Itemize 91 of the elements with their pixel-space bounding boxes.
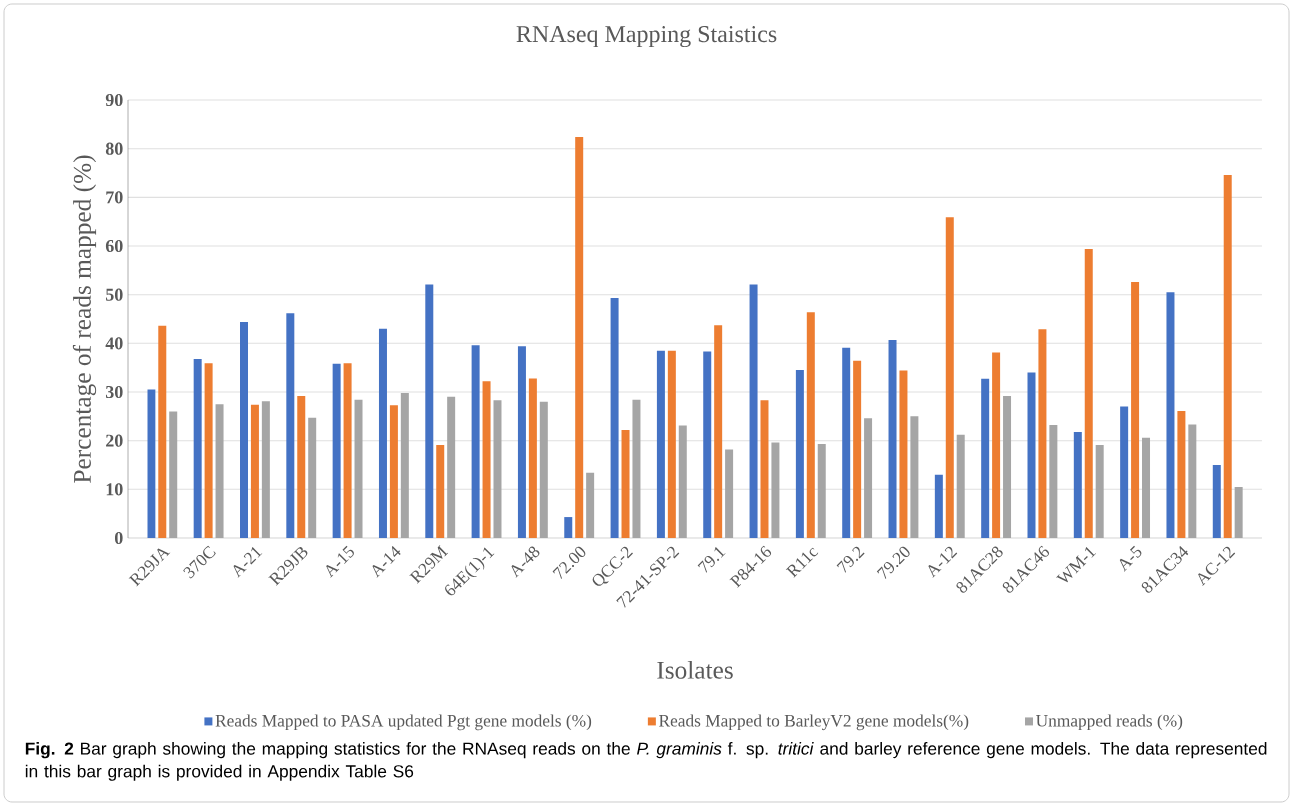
bar xyxy=(575,136,584,538)
y-axis-title: Percentage of reads mapped (%) xyxy=(72,155,97,483)
bar xyxy=(667,350,676,538)
bar xyxy=(864,418,873,538)
legend-label: Reads Mapped to PASA updated Pgt gene models (%) xyxy=(215,714,592,731)
bar xyxy=(806,312,815,538)
bar xyxy=(1142,437,1151,538)
bar xyxy=(632,399,641,538)
y-tick-label: 0 xyxy=(114,531,123,545)
bar xyxy=(389,405,398,538)
bar xyxy=(1027,372,1036,538)
bar xyxy=(354,399,363,538)
bar xyxy=(517,346,526,538)
bar xyxy=(1131,282,1140,538)
bar xyxy=(539,401,548,538)
legend-label: Unmapped reads (%) xyxy=(1036,714,1183,731)
y-tick-label: 20 xyxy=(106,434,123,447)
bar xyxy=(1073,431,1082,538)
bar xyxy=(725,449,734,538)
y-tick-label: 60 xyxy=(105,239,123,253)
bar xyxy=(656,350,665,538)
y-tick-label: 90 xyxy=(105,93,123,107)
bar xyxy=(1003,395,1012,538)
y-tick-label: 10 xyxy=(106,483,123,496)
bar xyxy=(1049,425,1058,538)
bar xyxy=(992,352,1001,538)
bar xyxy=(888,339,897,538)
bar xyxy=(204,363,213,538)
legend-label: Reads Mapped to BarleyV2 gene models(%) xyxy=(659,714,969,731)
bar xyxy=(528,378,537,538)
bar xyxy=(286,313,295,538)
bar xyxy=(564,517,573,538)
bar xyxy=(1234,486,1243,538)
x-tick-label: 79.1 xyxy=(697,547,726,573)
bar xyxy=(910,416,919,538)
y-tick-label: 50 xyxy=(106,288,123,301)
bar xyxy=(308,417,317,538)
bar xyxy=(1084,248,1093,538)
y-tick-label: 40 xyxy=(105,337,123,350)
bar xyxy=(621,429,630,538)
bar xyxy=(956,434,965,538)
bar xyxy=(899,370,908,538)
bar xyxy=(158,325,167,538)
bar xyxy=(1212,465,1221,538)
bar xyxy=(250,404,259,538)
x-tick-label: 79.2 xyxy=(836,546,865,573)
bar xyxy=(1177,410,1186,538)
bar xyxy=(749,284,758,538)
bar xyxy=(703,351,712,538)
bar xyxy=(169,411,178,538)
bar xyxy=(678,425,687,538)
bar xyxy=(945,217,954,538)
chart-title: RNAseq Mapping Staistics xyxy=(516,26,777,48)
bar xyxy=(714,325,723,538)
bar xyxy=(1166,292,1175,538)
bar xyxy=(760,400,769,538)
bar xyxy=(482,381,491,538)
bar xyxy=(842,347,851,538)
bar xyxy=(853,360,862,538)
bar xyxy=(981,378,990,538)
bar xyxy=(1038,329,1047,538)
bar xyxy=(240,321,248,538)
x-tick-label: A-5 xyxy=(1119,545,1142,572)
bar xyxy=(493,400,502,538)
bar xyxy=(332,363,341,538)
bar xyxy=(610,298,619,538)
bar xyxy=(795,370,804,538)
bar xyxy=(261,401,270,538)
bar xyxy=(934,474,943,538)
bar xyxy=(400,392,409,538)
bar xyxy=(1223,174,1232,538)
bar xyxy=(447,396,456,538)
bar xyxy=(343,363,352,538)
bar xyxy=(771,442,780,538)
text: Fig. 2 Bar graph showing the mapping statistics for the RNAseq reads on the P. graminis f. sp. tritici and barley reference gene models. The data represented in this bar graph is provided in Appendix Table S6 xyxy=(25,742,1267,781)
bar xyxy=(215,404,224,538)
bar xyxy=(297,395,306,538)
bar xyxy=(378,328,387,538)
y-tick-label: 80 xyxy=(105,142,123,155)
bar xyxy=(193,358,202,538)
bar xyxy=(1095,445,1104,538)
bar xyxy=(586,472,595,538)
y-tick-label: 30 xyxy=(105,385,123,399)
y-tick-label: 70 xyxy=(106,191,123,204)
bar xyxy=(425,284,434,538)
bar xyxy=(1188,424,1197,538)
bar xyxy=(817,444,826,538)
bar xyxy=(436,445,445,538)
bar xyxy=(471,345,480,538)
x-axis-title: Isolates xyxy=(657,660,733,679)
bar xyxy=(1120,406,1129,538)
